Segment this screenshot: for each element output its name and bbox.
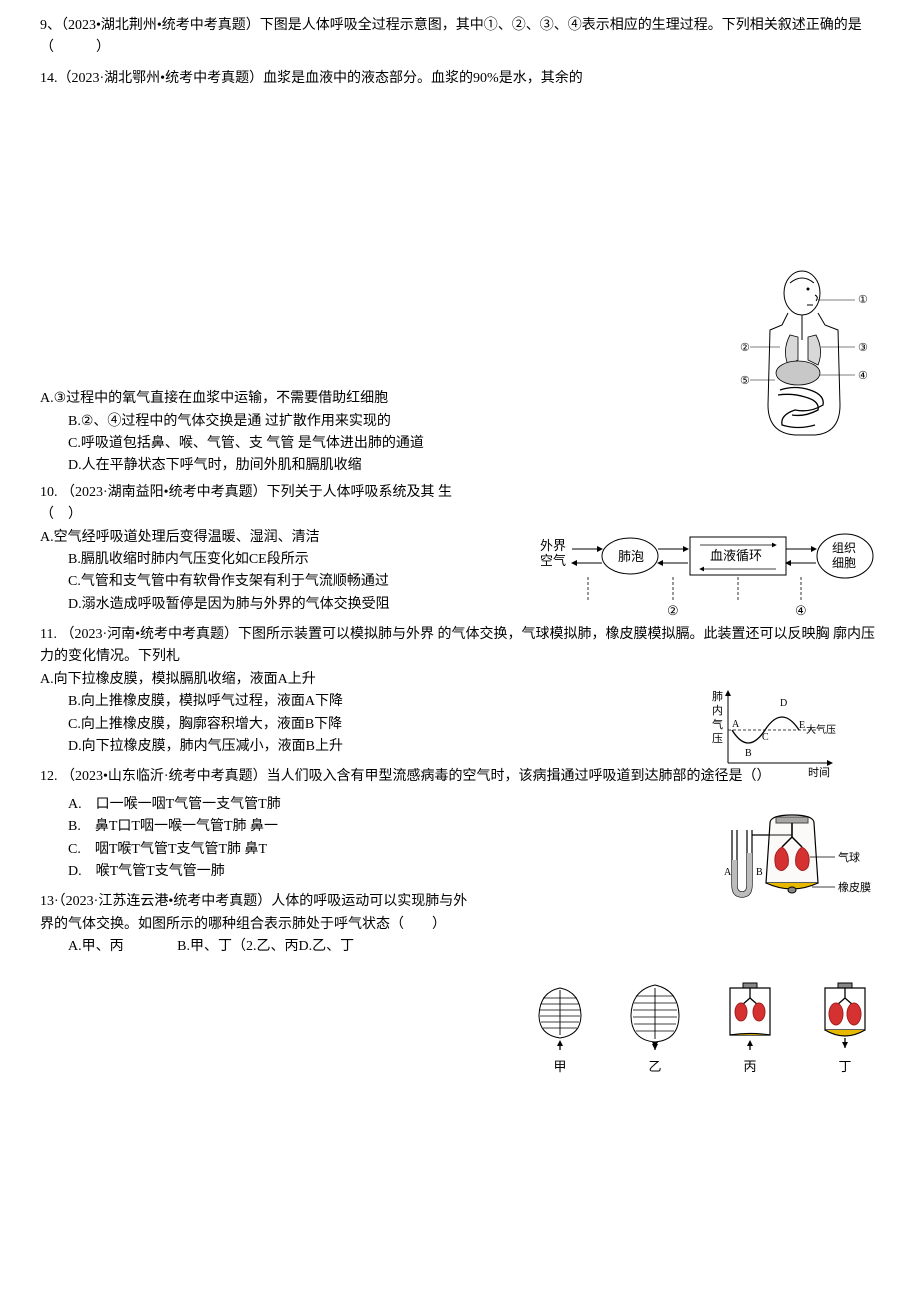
q9-text: 9、（2023•湖北荆州•统考中考真题）下图是人体呼吸全过程示意图，其中①、②、…: [40, 18, 862, 55]
svg-text:血液循环: 血液循环: [710, 548, 762, 563]
flow-ext-air2: 空气: [540, 553, 566, 568]
human-label-2: ②: [740, 342, 750, 354]
svg-text:组织: 组织: [832, 541, 856, 555]
ribs-label-1: 甲: [525, 1057, 595, 1078]
q9-opt-a: A.③过程中的氧气直接在血浆中运输，不需要借助红细胞: [40, 388, 440, 410]
q10-text: 10. （2023·湖南益阳•统考中考真题）下列关于人体呼吸系统及其 生: [40, 485, 452, 500]
bell-jar-device: A B 气球 橡皮膜: [720, 805, 875, 910]
svg-text:B: B: [756, 867, 763, 878]
svg-text:肺: 肺: [712, 690, 723, 703]
ribs-label-2: 乙: [620, 1057, 690, 1078]
ribs-label-3: 丙: [715, 1057, 785, 1078]
q9-opt-d: D.人在平静状态下呼气时，肋间外肌和膈肌收缩: [40, 455, 440, 477]
svg-text:A: A: [732, 719, 740, 730]
svg-text:C: C: [762, 732, 769, 743]
human-label-5: ⑤: [740, 375, 750, 387]
ribs-jia: 甲: [525, 980, 595, 1078]
q13-text: 13·（2023·江苏连云港•统考中考真题）人体的呼吸运动可以实现肺与外界的气体…: [40, 891, 470, 936]
q11-text: 11. （2023·河南•统考中考真题）下图所示装置可以模拟肺与外界 的气体交换…: [40, 624, 880, 669]
jar-ding: 丁: [810, 980, 880, 1078]
ribs-diagrams-row: 甲 乙 丙: [525, 980, 880, 1078]
svg-text:D: D: [780, 698, 787, 709]
pressure-time-graph: 肺 内 气 压 A B C D E 大气压 时间: [710, 688, 840, 783]
respiration-flow-diagram: 外界 空气 肺泡 血液循环 组织 细胞 ② ④: [540, 525, 880, 625]
svg-text:细胞: 细胞: [832, 556, 856, 570]
q13-opt-b: B.甲、丁（2.乙、丙D.乙、丁: [177, 939, 354, 954]
svg-text:A: A: [724, 867, 732, 878]
svg-text:E: E: [799, 720, 805, 731]
svg-text:内: 内: [712, 703, 723, 717]
q10-blank: （ ）: [40, 504, 880, 526]
ribs-label-4: 丁: [810, 1057, 880, 1078]
svg-text:②: ②: [667, 603, 679, 618]
q9-opt-c: C.呼吸道包括鼻、喉、气管、支 气管 是气体进出肺的通道: [40, 433, 440, 455]
question-14-header: 14.（2023·湖北鄂州•统考中考真题）血浆是血液中的液态部分。血浆的90%是…: [40, 68, 880, 90]
svg-text:大气压: 大气压: [806, 723, 836, 736]
human-label-4: ④: [858, 370, 868, 382]
svg-text:B: B: [745, 748, 752, 759]
flow-ext-air1: 外界: [540, 538, 566, 553]
svg-text:时间: 时间: [808, 766, 830, 779]
svg-text:橡皮膜: 橡皮膜: [838, 881, 871, 894]
human-label-1: ①: [858, 294, 868, 306]
question-9-header: 9、（2023•湖北荆州•统考中考真题）下图是人体呼吸全过程示意图，其中①、②、…: [40, 15, 880, 60]
jar-bing: 丙: [715, 980, 785, 1078]
question-13: 13·（2023·江苏连云港•统考中考真题）人体的呼吸运动可以实现肺与外界的气体…: [40, 891, 470, 958]
q9-options: A.③过程中的氧气直接在血浆中运输，不需要借助红细胞 B.②、④过程中的气体交换…: [40, 388, 440, 478]
svg-text:气球: 气球: [838, 850, 860, 864]
ribs-yi: 乙: [620, 980, 690, 1078]
human-label-3: ③: [858, 342, 868, 354]
svg-text:压: 压: [712, 732, 723, 745]
svg-text:气: 气: [712, 717, 723, 731]
q14-text: 14.（2023·湖北鄂州•统考中考真题）血浆是血液中的液态部分。血浆的90%是…: [40, 71, 583, 86]
q13-opt-a: A.甲、丙: [40, 939, 124, 954]
q9-opt-b: B.②、④过程中的气体交换是通 过扩散作用来实现的: [40, 411, 440, 433]
svg-text:④: ④: [795, 603, 807, 618]
svg-text:肺泡: 肺泡: [618, 549, 644, 564]
